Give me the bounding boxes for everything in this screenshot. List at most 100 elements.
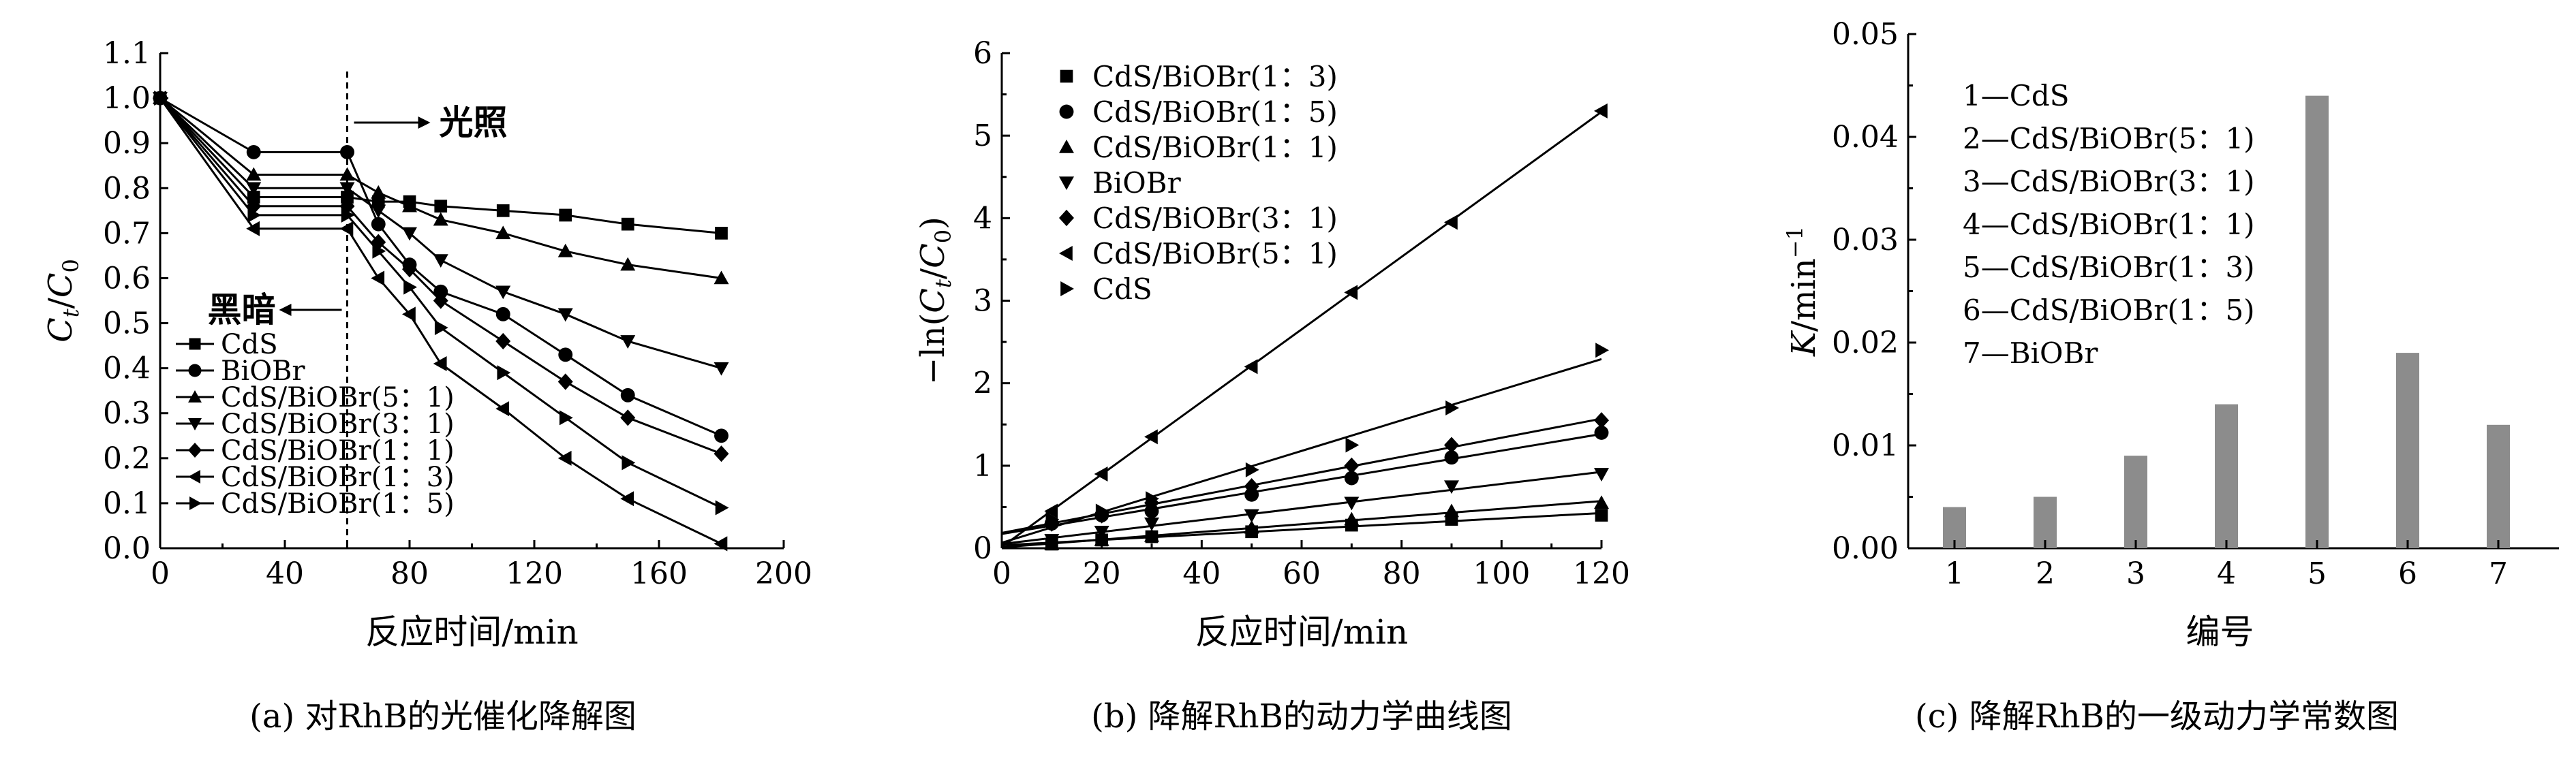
a-data-point bbox=[371, 234, 386, 251]
b-data-point bbox=[1146, 491, 1159, 507]
c-x-tick-label: 6 bbox=[2398, 556, 2417, 591]
a-ylabel-sub1: t bbox=[58, 309, 84, 317]
b-data-point bbox=[1444, 480, 1459, 494]
c-x-tick-label: 5 bbox=[2307, 556, 2327, 591]
a-series-cds-biobr-1-3 bbox=[153, 91, 728, 552]
a-data-point bbox=[339, 198, 355, 215]
a-data-point bbox=[434, 320, 448, 336]
b-legend-marker bbox=[1059, 246, 1073, 261]
a-data-point bbox=[557, 450, 572, 466]
b-data-point bbox=[1444, 503, 1459, 518]
b-x-tick-label: 20 bbox=[1083, 556, 1121, 591]
a-legend-marker bbox=[188, 443, 202, 458]
b-legend-item: CdS/BiOBr(1：1) bbox=[1059, 131, 1338, 164]
c-bar bbox=[2124, 456, 2147, 548]
a-data-point bbox=[496, 204, 510, 217]
b-legend-label: CdS/BiOBr(1：1) bbox=[1092, 131, 1338, 164]
a-data-point bbox=[246, 198, 262, 215]
panel-b-caption: (b) 降解RhB的动力学曲线图 bbox=[1091, 697, 1512, 736]
b-y-tick-label: 5 bbox=[973, 119, 992, 153]
a-series-line bbox=[159, 97, 722, 234]
a-ylabel-sep: / bbox=[42, 297, 80, 309]
a-series-line bbox=[159, 97, 722, 279]
a-legend-item: CdS/BiOBr(5：1) bbox=[176, 382, 455, 413]
a-ylabel-main2: C bbox=[42, 272, 80, 298]
a-data-point bbox=[557, 308, 573, 322]
b-data-point bbox=[1244, 487, 1259, 502]
a-light-arrow-head bbox=[418, 116, 431, 129]
a-data-point bbox=[246, 167, 262, 181]
b-data-point bbox=[1244, 359, 1258, 375]
a-series-cds-biobr-3-1 bbox=[153, 92, 729, 376]
b-legend-item: CdS/BiOBr(5：1) bbox=[1059, 237, 1338, 270]
a-data-point bbox=[341, 207, 355, 223]
a-data-point bbox=[371, 204, 386, 219]
b-y-tick-label: 3 bbox=[973, 284, 992, 319]
b-data-point bbox=[1094, 466, 1108, 481]
b-data-point bbox=[1245, 462, 1259, 477]
b-ylabel-prefix: −ln( bbox=[914, 313, 952, 385]
a-legend-label: BiOBr bbox=[221, 356, 305, 387]
a-data-point bbox=[620, 388, 635, 402]
b-data-point bbox=[1344, 471, 1359, 486]
a-data-point bbox=[559, 208, 572, 222]
b-ylabel-main: C bbox=[914, 288, 952, 313]
b-data-point bbox=[1144, 528, 1159, 542]
b-data-point bbox=[1344, 496, 1360, 511]
a-y-tick-label: 0.2 bbox=[103, 441, 151, 476]
b-legend-label: CdS/BiOBr(3：1) bbox=[1092, 202, 1338, 235]
a-y-tick-label: 1.0 bbox=[103, 81, 151, 116]
b-data-point bbox=[1594, 412, 1609, 429]
b-data-point bbox=[1594, 495, 1609, 509]
a-x-axis-label: 反应时间/min bbox=[365, 612, 578, 652]
a-legend-item: CdS/BiOBr(3：1) bbox=[176, 409, 455, 440]
c-x-tick-label: 3 bbox=[2126, 556, 2145, 591]
b-legend-item: CdS bbox=[1060, 272, 1152, 306]
a-series-line bbox=[159, 97, 722, 437]
a-ylabel-sub2: 0 bbox=[58, 259, 84, 272]
a-data-point bbox=[403, 279, 417, 295]
c-y-tick-label: 0.05 bbox=[1832, 17, 1899, 52]
a-y-tick-label: 0.4 bbox=[103, 351, 151, 386]
a-data-point bbox=[341, 191, 354, 204]
a-data-point bbox=[620, 257, 636, 271]
b-data-point bbox=[1144, 504, 1159, 518]
c-legend-label: 2—CdS/BiOBr(5：1) bbox=[1963, 122, 2255, 155]
a-series-line bbox=[159, 97, 722, 370]
a-y-tick-label: 0.0 bbox=[103, 531, 151, 566]
c-legend-label: 7—BiOBr bbox=[1963, 336, 2098, 370]
b-legend-marker bbox=[1059, 176, 1074, 190]
b-data-point bbox=[1444, 450, 1459, 465]
c-y-tick-label: 0.04 bbox=[1832, 120, 1899, 155]
a-data-point bbox=[622, 455, 636, 471]
b-ylabel-sub1: t bbox=[930, 279, 956, 288]
a-data-point bbox=[495, 285, 511, 300]
b-data-point bbox=[1444, 437, 1459, 454]
a-data-point bbox=[433, 356, 447, 372]
b-data-point bbox=[1444, 215, 1458, 230]
b-data-point bbox=[1144, 429, 1158, 445]
a-x-tick-label: 120 bbox=[506, 556, 563, 591]
panel-a-chart: 0 40 80 120 160 200 0.0 0.1 0.2 0.3 0.4 0.5 0.6 0.7 0.… bbox=[42, 36, 812, 652]
b-data-point bbox=[1244, 478, 1259, 495]
a-x-tick-label: 160 bbox=[630, 556, 688, 591]
a-series-line bbox=[159, 97, 722, 455]
a-legend-label: CdS/BiOBr(3：1) bbox=[221, 409, 455, 440]
panel-c-chart: 0.00 0.01 0.02 0.03 0.04 0.05 1 2 3 4 5 6 7 编号 K/min−1… bbox=[1782, 17, 2559, 652]
c-bar bbox=[2487, 424, 2510, 548]
c-y-tick-label: 0.03 bbox=[1832, 223, 1899, 257]
b-series-biobr bbox=[1001, 468, 1609, 548]
a-data-point bbox=[715, 227, 728, 240]
a-data-point bbox=[495, 225, 511, 240]
a-data-point bbox=[714, 362, 729, 376]
a-light-annotation: 光照 bbox=[440, 103, 508, 142]
b-legend-marker bbox=[1060, 281, 1074, 296]
b-data-point bbox=[1594, 103, 1608, 119]
c-x-axis-label: 编号 bbox=[2186, 612, 2254, 652]
a-data-point bbox=[557, 373, 573, 390]
a-legend-marker bbox=[188, 418, 202, 430]
b-data-point bbox=[1344, 511, 1360, 526]
a-data-point bbox=[495, 332, 511, 350]
b-legend-marker bbox=[1059, 209, 1074, 227]
b-data-point bbox=[1595, 509, 1608, 522]
